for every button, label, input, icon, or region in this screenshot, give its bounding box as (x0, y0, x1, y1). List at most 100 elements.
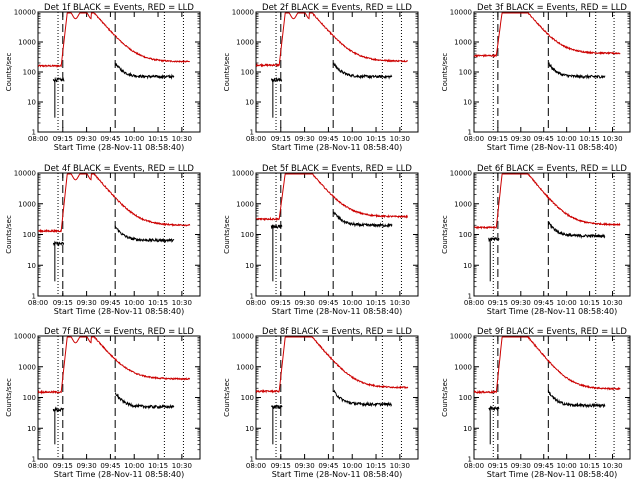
panel-5: Det 5f BLACK = Events, RED = LLD 1 10 100 10… (223, 164, 419, 316)
x-tick-label: 09:45 (318, 135, 338, 143)
x-axis-label: Start Time (28-Nov-11 08:58:40) (487, 143, 617, 152)
y-tick-label: 10000 (232, 170, 254, 178)
x-tick-label: 10:00 (342, 299, 362, 307)
x-tick-label: 09:15 (53, 299, 73, 307)
y-tick-label: 1 (32, 293, 36, 301)
y-tick-label: 1000 (236, 363, 254, 371)
x-tick-label: 10:30 (172, 462, 192, 470)
y-tick-label: 10 (245, 262, 254, 270)
y-tick-label: 100 (23, 69, 36, 77)
series-lld (255, 12, 408, 68)
panel-title: Det 5f BLACK = Events, RED = LLD (262, 164, 412, 174)
panel-title: Det 3f BLACK = Events, RED = LLD (477, 3, 627, 13)
y-tick-label: 100 (459, 394, 472, 402)
y-axis-label: Counts/sec (223, 215, 231, 254)
y-tick-label: 10000 (450, 9, 472, 17)
y-tick-label: 10 (463, 425, 472, 433)
x-tick-label: 08:00 (28, 299, 48, 307)
x-tick-label: 10:15 (580, 299, 600, 307)
y-tick-label: 1 (250, 293, 254, 301)
x-axis-label: Start Time (28-Nov-11 08:58:40) (54, 307, 184, 316)
y-tick-label: 1000 (236, 39, 254, 47)
x-axis-label: Start Time (28-Nov-11 08:58:40) (272, 143, 402, 152)
y-tick-label: 10000 (232, 333, 254, 341)
y-tick-label: 1 (468, 293, 472, 301)
x-tick-label: 10:00 (124, 299, 144, 307)
series-events (270, 211, 393, 229)
x-tick-label: 10:00 (557, 135, 577, 143)
series-lld (37, 336, 191, 395)
panel-6: Det 6f BLACK = Events, RED = LLD 1 10 100 10… (441, 164, 631, 316)
y-tick-label: 10 (27, 262, 36, 270)
panel-title: Det 2f BLACK = Events, RED = LLD (262, 3, 412, 13)
x-tick-label: 10:00 (557, 462, 577, 470)
series-lld (255, 336, 409, 394)
x-tick-label: 09:15 (488, 462, 508, 470)
x-tick-label: 09:45 (100, 462, 120, 470)
x-tick-label: 09:30 (77, 299, 97, 307)
x-tick-label: 09:15 (53, 462, 73, 470)
y-tick-label: 10000 (232, 9, 254, 17)
y-tick-label: 100 (241, 231, 254, 239)
x-tick-label: 08:00 (246, 135, 266, 143)
panel-1: Det 1f BLACK = Events, RED = LLD 1 10 100 10… (5, 3, 201, 152)
y-tick-label: 1 (32, 456, 36, 464)
y-tick-label: 10 (463, 99, 472, 107)
x-axis-label: Start Time (28-Nov-11 08:58:40) (272, 307, 402, 316)
x-tick-label: 09:15 (271, 135, 291, 143)
x-axis-label: Start Time (28-Nov-11 08:58:40) (54, 143, 184, 152)
x-tick-label: 10:30 (390, 135, 410, 143)
y-tick-label: 100 (23, 394, 36, 402)
x-tick-label: 09:30 (295, 135, 315, 143)
x-tick-label: 09:45 (534, 462, 554, 470)
x-tick-label: 10:15 (366, 299, 386, 307)
x-tick-label: 10:00 (124, 462, 144, 470)
panel-title: Det 7f BLACK = Events, RED = LLD (44, 327, 194, 337)
x-tick-label: 08:00 (28, 462, 48, 470)
y-axis-label: Counts/sec (441, 53, 449, 92)
x-tick-label: 09:45 (100, 135, 120, 143)
x-tick-label: 10:15 (148, 135, 168, 143)
panel-2: Det 2f BLACK = Events, RED = LLD 1 10 100 10… (223, 3, 419, 152)
series-events (270, 62, 393, 83)
x-tick-label: 09:30 (511, 299, 531, 307)
x-tick-label: 10:30 (602, 299, 622, 307)
y-tick-label: 1 (468, 456, 472, 464)
x-tick-label: 10:00 (342, 135, 362, 143)
x-tick-label: 09:15 (488, 299, 508, 307)
y-tick-label: 100 (459, 69, 472, 77)
y-tick-label: 1 (250, 456, 254, 464)
x-tick-label: 10:30 (602, 462, 622, 470)
x-tick-label: 09:30 (295, 299, 315, 307)
y-tick-label: 100 (241, 69, 254, 77)
x-tick-label: 10:00 (124, 135, 144, 143)
x-tick-label: 08:00 (464, 462, 484, 470)
x-tick-label: 09:15 (488, 135, 508, 143)
series-events (52, 225, 175, 247)
panel-title: Det 6f BLACK = Events, RED = LLD (477, 164, 627, 174)
y-tick-label: 10 (27, 425, 36, 433)
x-tick-label: 08:00 (28, 135, 48, 143)
x-tick-label: 09:30 (511, 462, 531, 470)
series-events (270, 389, 393, 410)
y-tick-label: 1000 (18, 39, 36, 47)
y-tick-label: 10 (27, 99, 36, 107)
x-tick-label: 10:30 (390, 462, 410, 470)
y-tick-label: 1000 (454, 200, 472, 208)
series-lld (37, 173, 191, 234)
y-axis-label: Counts/sec (5, 53, 13, 92)
x-axis-label: Start Time (28-Nov-11 08:58:40) (487, 470, 617, 479)
y-tick-label: 10000 (450, 333, 472, 341)
x-tick-label: 09:30 (295, 462, 315, 470)
panel-7: Det 7f BLACK = Events, RED = LLD 1 10 100 10… (5, 327, 201, 479)
x-tick-label: 10:15 (148, 299, 168, 307)
panel-title: Det 8f BLACK = Events, RED = LLD (262, 327, 412, 337)
y-axis-label: Counts/sec (5, 378, 13, 417)
x-tick-label: 10:30 (172, 299, 192, 307)
y-tick-label: 100 (459, 231, 472, 239)
x-axis-label: Start Time (28-Nov-11 08:58:40) (54, 470, 184, 479)
series-events (52, 62, 175, 83)
x-tick-label: 10:15 (148, 462, 168, 470)
y-tick-label: 10000 (14, 333, 36, 341)
x-tick-label: 09:30 (77, 135, 97, 143)
